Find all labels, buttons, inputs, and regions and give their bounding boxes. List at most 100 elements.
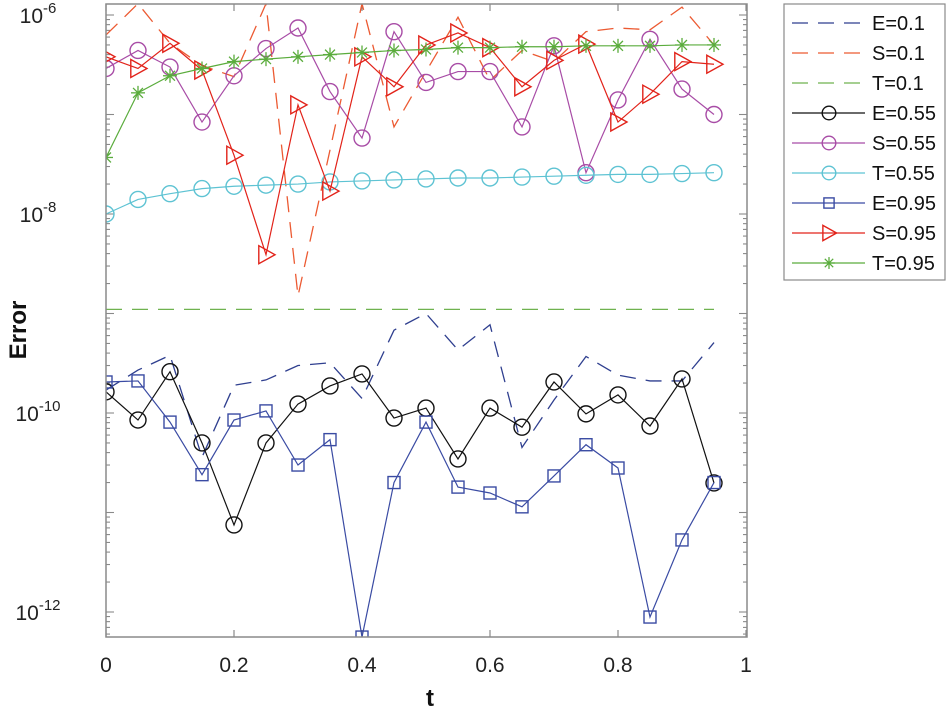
legend-label: S=0.95 xyxy=(872,223,936,245)
circle-marker xyxy=(417,170,435,188)
asterisk-marker xyxy=(579,38,593,53)
y-tick-base: 10 xyxy=(20,5,43,28)
circle-marker xyxy=(545,373,563,391)
triangle-marker xyxy=(290,94,309,116)
legend-item: T=0.1 xyxy=(792,73,924,95)
circle-marker xyxy=(481,62,499,81)
x-tick-label: 0.4 xyxy=(347,654,377,677)
asterisk-marker xyxy=(611,38,625,53)
circle-marker xyxy=(193,434,211,452)
circle-marker xyxy=(449,169,467,187)
legend-item: S=0.55 xyxy=(792,133,936,155)
legend-label: S=0.1 xyxy=(872,43,925,65)
legend-label: T=0.55 xyxy=(872,163,935,185)
asterisk-marker xyxy=(131,85,145,100)
axes-box xyxy=(105,3,748,638)
circle-marker xyxy=(641,417,659,435)
square-marker xyxy=(291,458,305,472)
legend-item: T=0.95 xyxy=(792,253,935,275)
legend-item: T=0.55 xyxy=(792,163,935,185)
y-axis-title: Error xyxy=(5,301,32,360)
circle-marker xyxy=(257,434,275,452)
triangle-marker xyxy=(514,76,533,97)
triangle-marker xyxy=(130,58,149,79)
triangle-marker xyxy=(386,76,405,97)
square-marker xyxy=(515,500,529,514)
circle-marker xyxy=(609,386,627,404)
y-tick-exponent: -8 xyxy=(43,199,56,216)
asterisk-marker xyxy=(106,150,113,165)
asterisk-marker xyxy=(355,45,369,60)
asterisk-marker xyxy=(291,49,305,64)
circle-marker xyxy=(106,383,115,401)
legend-item: S=0.95 xyxy=(792,223,936,245)
circle-marker xyxy=(705,164,723,182)
square-marker xyxy=(643,610,657,624)
asterisk-marker xyxy=(419,42,433,57)
circle-marker xyxy=(289,175,307,193)
y-tick-label: 10-12 xyxy=(15,597,60,625)
triangle-marker xyxy=(322,180,341,202)
square-marker xyxy=(195,467,209,482)
series-e-0-95 xyxy=(106,374,721,637)
series-line xyxy=(106,172,715,215)
circle-marker xyxy=(513,118,531,136)
square-marker xyxy=(387,475,401,490)
legend-label: E=0.55 xyxy=(872,103,936,125)
triangle-marker xyxy=(706,54,725,75)
asterisk-marker xyxy=(643,38,657,53)
circle-marker xyxy=(609,165,627,184)
asterisk-marker xyxy=(387,43,401,58)
x-axis-title: t xyxy=(426,685,434,712)
asterisk-marker xyxy=(547,39,561,54)
circle-marker xyxy=(106,59,115,78)
circle-marker xyxy=(353,365,371,383)
triangle-marker xyxy=(226,144,245,166)
legend-item: S=0.1 xyxy=(792,43,925,65)
y-tick-exponent: -12 xyxy=(39,597,61,614)
circle-marker xyxy=(673,164,691,183)
triangle-marker xyxy=(642,84,661,105)
circle-marker xyxy=(821,135,837,151)
legend-label: E=0.95 xyxy=(872,193,936,215)
circle-marker xyxy=(257,176,275,194)
asterisk-marker xyxy=(707,37,721,52)
circle-marker xyxy=(609,91,627,109)
legend: E=0.1 S=0.1 T=0.1 E=0.55 S=0.55 T=0.55 E=0.95 S… xyxy=(783,3,946,281)
circle-marker xyxy=(513,418,531,436)
y-tick-base: 10 xyxy=(15,403,38,426)
square-marker xyxy=(451,480,465,494)
circle-marker xyxy=(449,450,467,468)
x-tick-label: 0.6 xyxy=(475,654,504,677)
circle-marker xyxy=(641,165,659,184)
y-tick-label: 10-10 xyxy=(15,398,60,426)
legend-label: T=0.95 xyxy=(872,253,935,275)
y-tick-base: 10 xyxy=(15,602,38,625)
square-marker xyxy=(675,533,689,547)
square-marker xyxy=(355,630,369,637)
circle-marker xyxy=(161,363,179,381)
asterisk-marker xyxy=(823,257,835,269)
circle-marker xyxy=(193,113,211,131)
legend-item: E=0.55 xyxy=(792,103,936,125)
square-marker xyxy=(579,438,593,452)
x-tick-labels: 0 0.2 0.4 0.6 0.8 1 xyxy=(100,654,752,677)
circle-marker xyxy=(289,19,307,37)
asterisk-marker xyxy=(259,52,273,67)
square-marker xyxy=(483,486,497,500)
circle-marker xyxy=(673,370,691,388)
y-tick-exponent: -6 xyxy=(43,0,56,17)
asterisk-marker xyxy=(451,40,465,55)
series-layer xyxy=(106,4,725,637)
circle-marker xyxy=(481,399,499,417)
x-tick-label: 0.8 xyxy=(603,654,632,677)
circle-marker xyxy=(321,377,339,395)
triangle-marker xyxy=(578,33,597,55)
circle-marker xyxy=(161,184,179,203)
circle-marker xyxy=(705,105,723,124)
series-t-0-95 xyxy=(106,37,721,165)
series-t-0-55 xyxy=(106,164,723,223)
circle-marker xyxy=(385,409,403,427)
asterisk-marker xyxy=(195,61,209,76)
